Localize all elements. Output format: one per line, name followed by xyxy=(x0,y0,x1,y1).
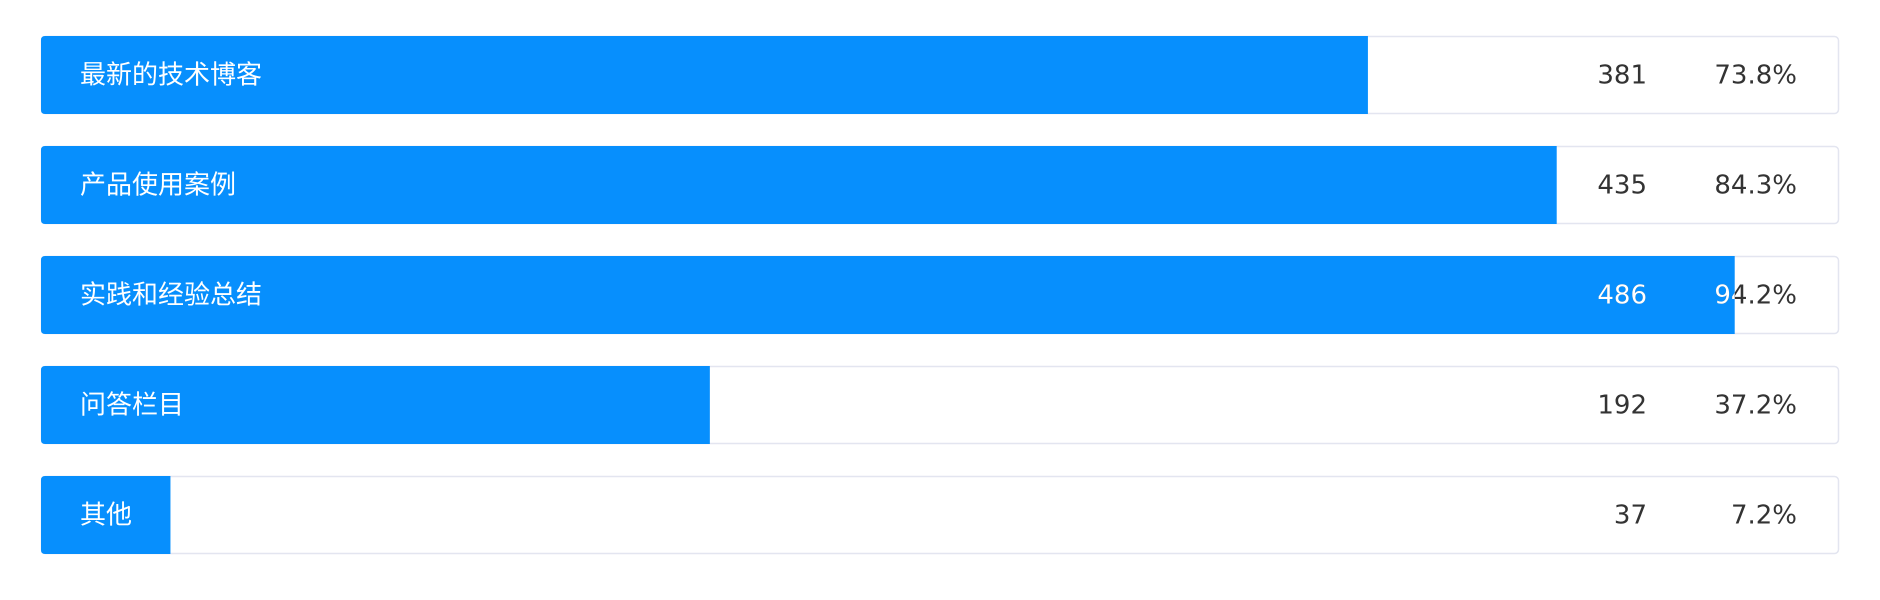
percent-label: 73.8% xyxy=(1714,61,1797,91)
count-label-on-bar: 486 xyxy=(1597,281,1647,311)
row-label: 其他 xyxy=(80,501,132,531)
percent-label-on-bar: 94.2% xyxy=(1714,281,1797,311)
count-label: 486 xyxy=(1597,281,1647,311)
row-label: 实践和经验总结 xyxy=(80,281,262,311)
bar xyxy=(41,36,1368,114)
row-frame xyxy=(40,475,1840,555)
percent-label: 37.2% xyxy=(1714,391,1797,421)
count-label: 435 xyxy=(1597,171,1647,201)
bar xyxy=(41,476,171,554)
bar xyxy=(41,256,1735,334)
row-label: 问答栏目 xyxy=(80,391,184,421)
percent-label: 94.2% xyxy=(1714,281,1797,311)
count-label: 381 xyxy=(1597,61,1647,91)
count-label: 192 xyxy=(1597,391,1647,421)
row-label: 最新的技术博客 xyxy=(80,61,262,91)
count-label: 37 xyxy=(1614,501,1647,531)
percent-label: 7.2% xyxy=(1731,501,1797,531)
row-label: 产品使用案例 xyxy=(80,171,236,201)
bar xyxy=(41,366,710,444)
bar xyxy=(41,146,1557,224)
percent-label: 84.3% xyxy=(1714,171,1797,201)
